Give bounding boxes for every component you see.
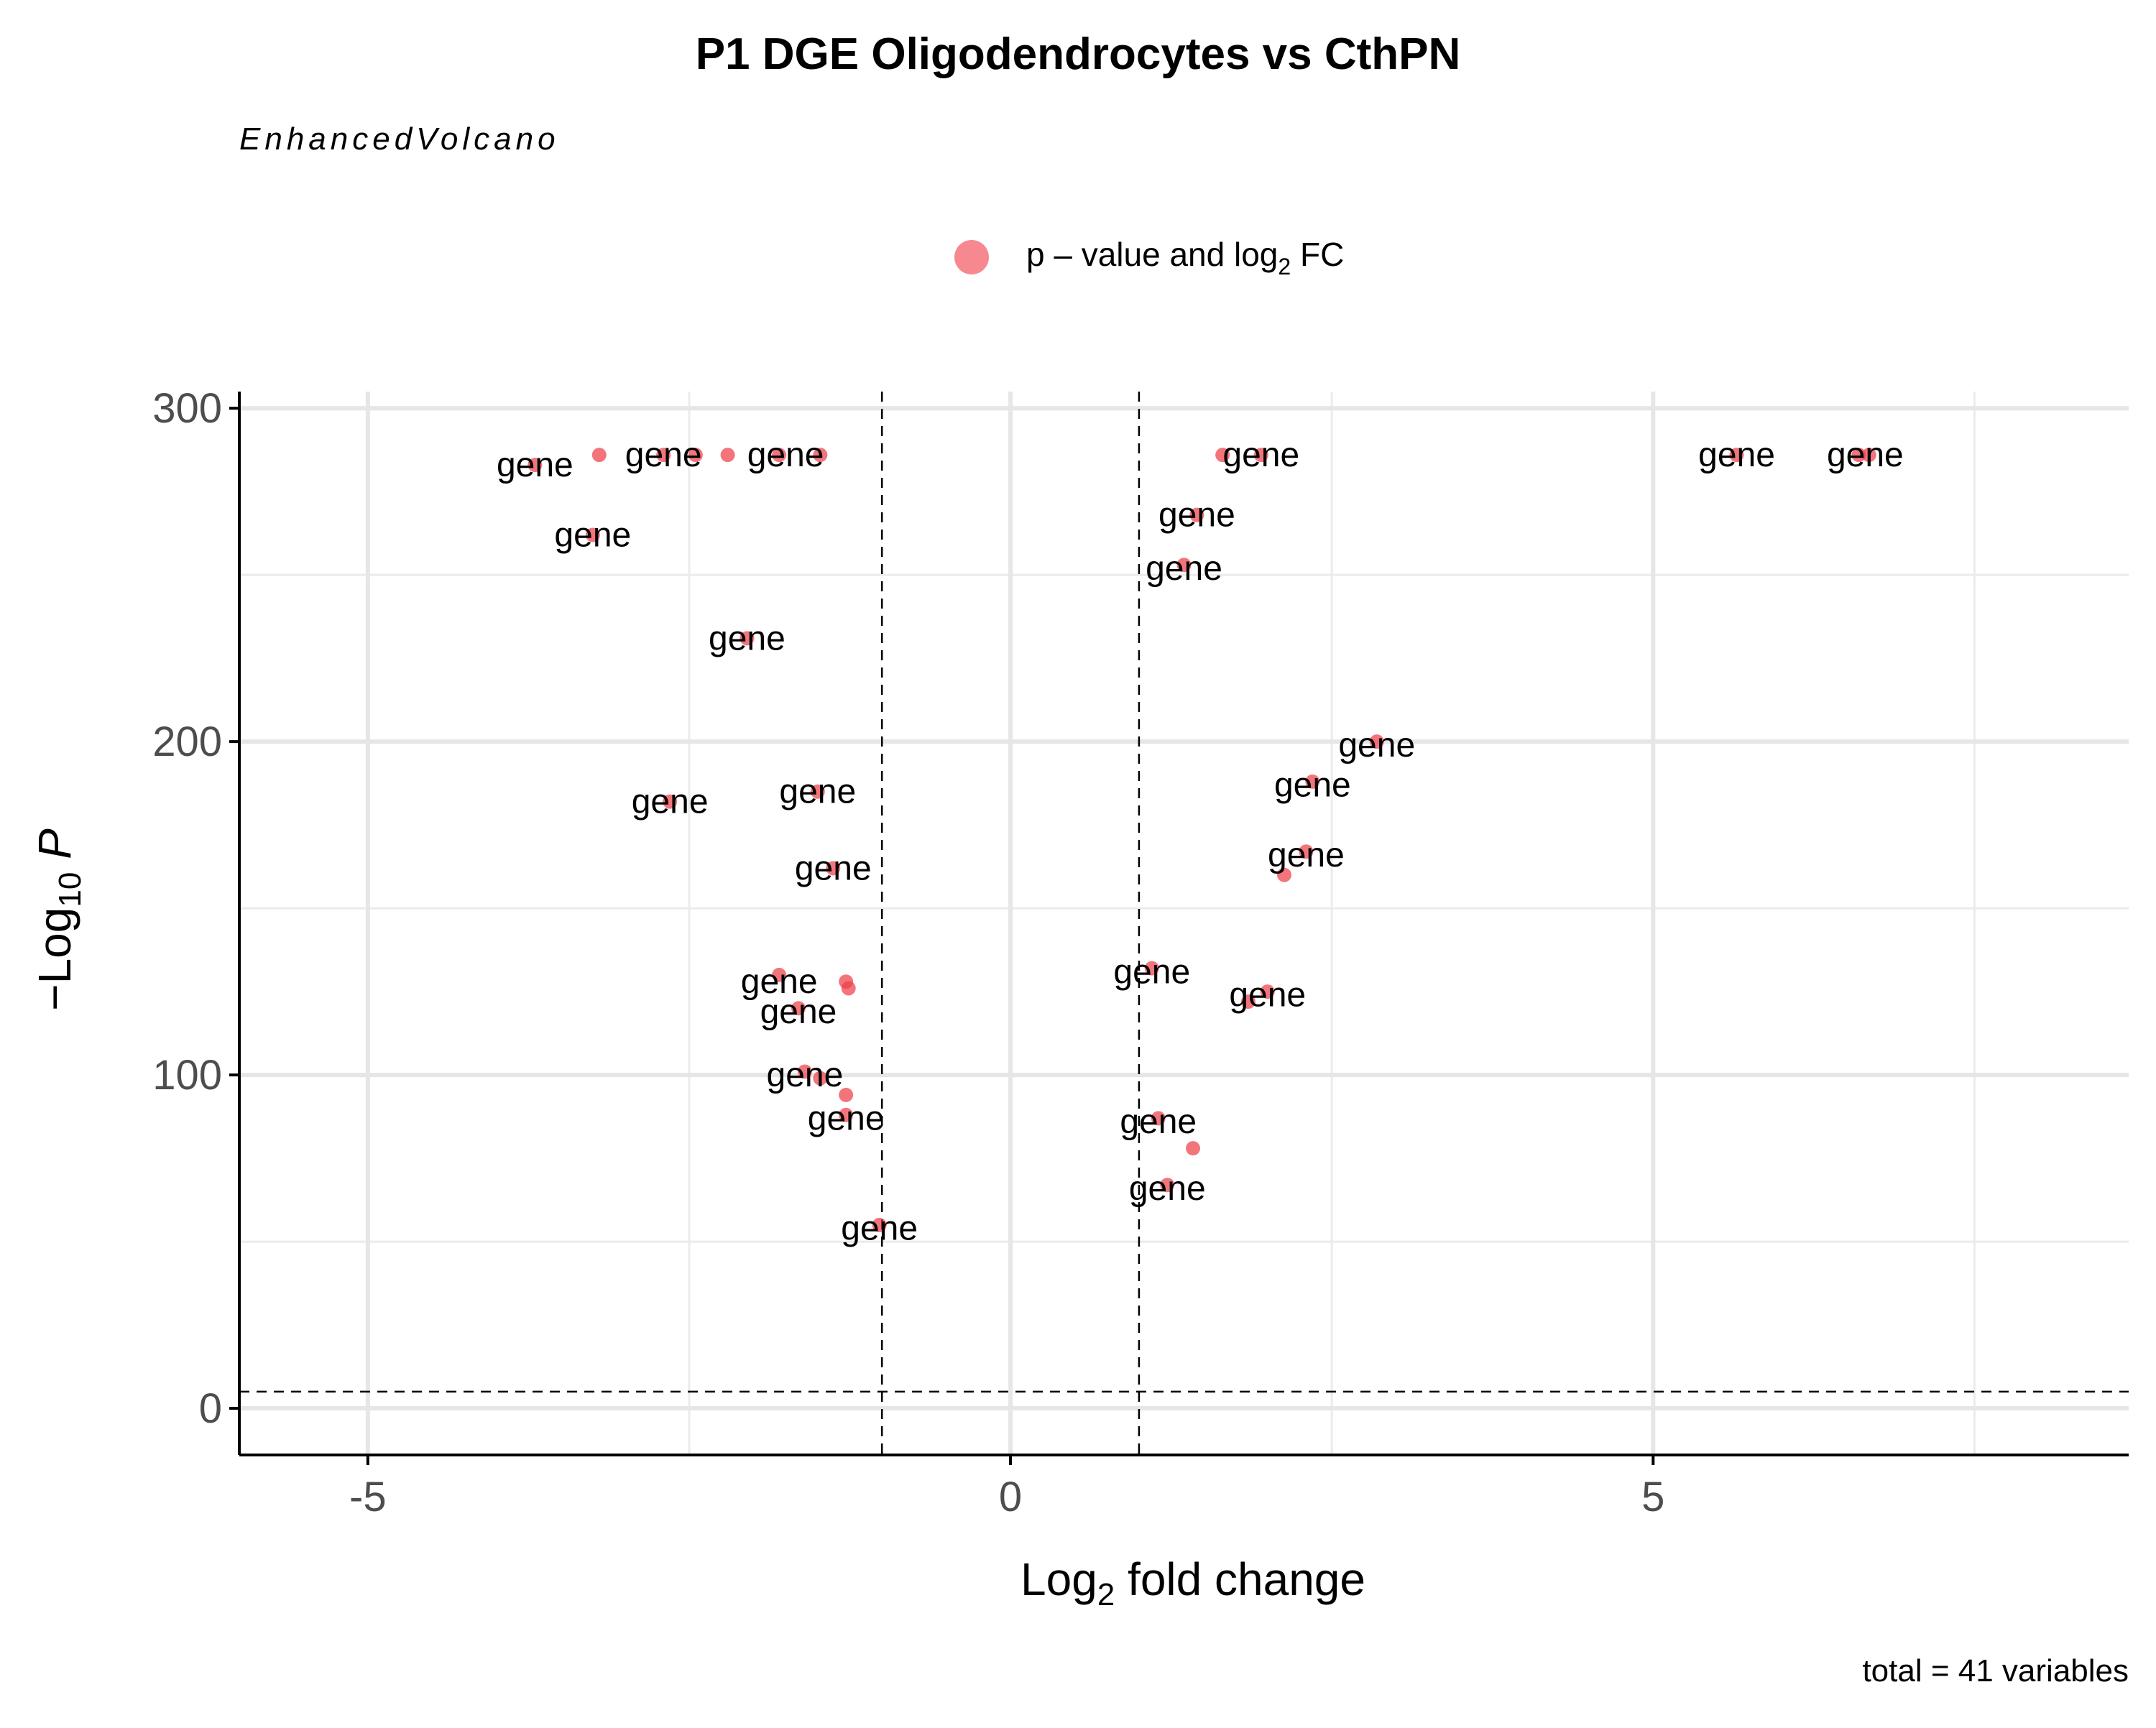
data-point (1861, 448, 1876, 463)
x-tick-label: 0 (999, 1474, 1022, 1520)
x-axis-title-rest: fold change (1115, 1553, 1365, 1605)
data-point (797, 1064, 812, 1079)
point-label: gene (1120, 1103, 1197, 1141)
x-tick-label: -5 (349, 1474, 387, 1520)
data-point (1260, 984, 1275, 999)
data-point (591, 448, 607, 463)
point-label: gene (747, 436, 824, 474)
point-label: gene (625, 436, 702, 474)
legend-label: p – value and log2 FC (1026, 236, 1344, 279)
data-point (841, 981, 856, 996)
y-axis-title: −Log10 P (29, 828, 88, 1011)
data-point (872, 1217, 887, 1232)
legend-label-subscript: 2 (1278, 254, 1291, 279)
axes: 0 100 200 300 -5 0 5 (152, 385, 2129, 1520)
data-point (1276, 867, 1291, 882)
x-axis-title-subscript: 2 (1097, 1577, 1115, 1612)
point-label: gene (795, 849, 872, 887)
point-label: gene (1222, 436, 1299, 474)
y-tick-label: 300 (152, 385, 222, 432)
point-label: gene (760, 993, 837, 1031)
data-point (839, 1087, 854, 1102)
legend-label-suffix: FC (1291, 236, 1344, 273)
data-point (1253, 448, 1268, 463)
point-label: gene (1698, 436, 1775, 474)
data-point (1186, 1141, 1201, 1156)
data-point (826, 861, 841, 876)
y-axis-title-italic: P (29, 828, 80, 859)
point-label: gene (1129, 1170, 1206, 1208)
x-axis-title: Log2 fold change (1021, 1553, 1365, 1612)
point-label: gene (1113, 953, 1190, 991)
data-point (791, 1001, 806, 1016)
data-point (1369, 734, 1384, 749)
y-axis-title-prefix: −Log (29, 907, 80, 1011)
data-point (1189, 507, 1204, 522)
x-tick-label: 5 (1641, 1474, 1664, 1520)
data-point (1151, 1111, 1166, 1126)
data-point (720, 448, 735, 463)
data-point (1160, 1178, 1175, 1193)
data-point (1851, 448, 1866, 463)
data-point (1305, 774, 1320, 789)
data-point (1215, 448, 1230, 463)
data-points (528, 448, 1876, 1232)
data-point (585, 527, 600, 542)
point-label: gene (632, 783, 709, 821)
data-point (1299, 844, 1314, 859)
point-label: gene (1158, 496, 1235, 535)
chart-caption: total = 41 variables (1862, 1653, 2129, 1688)
y-tick-label: 200 (152, 719, 222, 765)
legend-swatch (954, 240, 989, 274)
point-label: gene (1338, 726, 1415, 764)
y-tick-label: 0 (199, 1385, 222, 1432)
point-label: gene (554, 516, 631, 554)
data-point (772, 967, 787, 982)
point-label: gene (841, 1210, 918, 1248)
point-label: gene (1268, 836, 1345, 874)
point-label: gene (808, 1099, 885, 1137)
x-axis-title-base: Log (1021, 1553, 1097, 1605)
data-point (1144, 961, 1159, 976)
data-point (528, 458, 543, 473)
grid (239, 392, 2129, 1455)
data-point (772, 448, 787, 463)
point-label: gene (1274, 766, 1351, 804)
data-point (813, 448, 828, 463)
data-point (688, 448, 703, 463)
data-point (656, 448, 671, 463)
data-point (839, 1107, 854, 1122)
point-label: gene (1229, 976, 1306, 1015)
point-label: gene (741, 963, 818, 1001)
data-point (1729, 448, 1744, 463)
point-label: gene (709, 619, 786, 657)
data-point (1240, 994, 1256, 1009)
point-label: gene (497, 446, 573, 484)
chart-title: P1 DGE Oligodendrocytes vs CthPN (696, 29, 1461, 79)
point-label: gene (779, 773, 856, 811)
legend: p – value and log2 FC (954, 236, 1344, 279)
chart-subtitle: EnhancedVolcano (239, 121, 560, 157)
cutoff-lines (239, 392, 2129, 1455)
data-point (740, 631, 755, 646)
y-tick-label: 100 (152, 1052, 222, 1099)
data-point (813, 1071, 828, 1086)
point-label: gene (1827, 436, 1904, 474)
y-axis-title-subscript: 10 (52, 872, 88, 907)
data-point (1176, 558, 1192, 573)
point-label: gene (1146, 550, 1222, 588)
data-point (663, 794, 678, 809)
y-axis-title-space (29, 859, 80, 872)
point-label: gene (767, 1056, 844, 1094)
legend-label-text: p – value and log (1026, 236, 1278, 273)
data-point (810, 784, 825, 799)
